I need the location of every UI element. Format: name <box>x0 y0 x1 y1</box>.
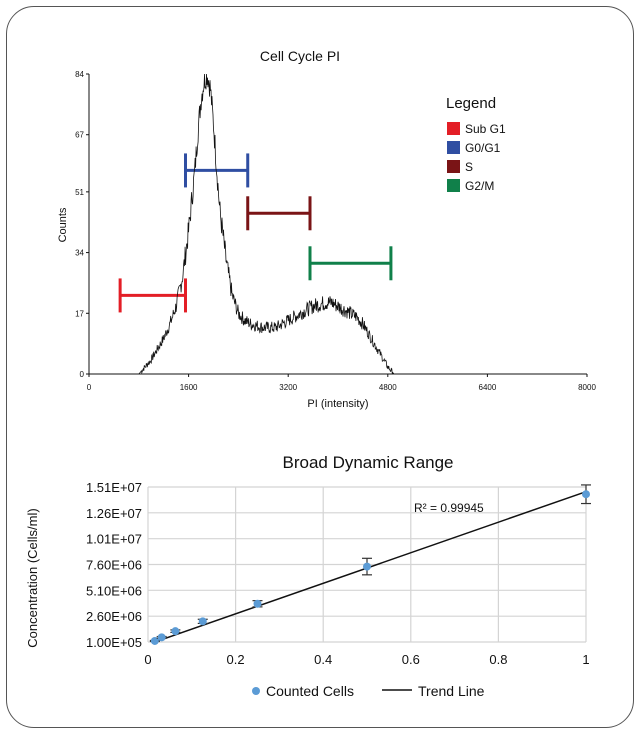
chart1-axes: 0 1600 3200 4800 6400 8000 0 17 34 51 67 84 <box>75 70 596 392</box>
y-tick-label: 1.26E+07 <box>86 506 142 521</box>
y-tick-label: 67 <box>75 131 84 140</box>
chart2-title: Broad Dynamic Range <box>282 453 453 472</box>
legend-marker-counted-cells <box>252 687 260 695</box>
x-tick-label: 0.8 <box>489 652 507 667</box>
cell-cycle-chart: Cell Cycle PI Counts PI (intensity) 0 160… <box>57 48 596 410</box>
gate-g0-g1 <box>183 153 250 188</box>
legend-label-gate-sub-g1: Sub G1 <box>465 122 506 136</box>
legend-label-gate-g0-g1: G0/G1 <box>465 141 501 155</box>
legend-swatch-gate-s <box>447 160 460 173</box>
data-point <box>253 599 262 608</box>
y-tick-label: 1.01E+07 <box>86 532 142 547</box>
gate-g2-m <box>308 246 393 281</box>
data-point <box>157 633 166 642</box>
legend-label-gate-s: S <box>465 160 473 174</box>
legend-swatch-gate-g2-m <box>447 179 460 192</box>
gate-s <box>246 196 312 231</box>
legend-title: Legend <box>446 95 496 112</box>
x-tick-label: 0 <box>87 383 92 392</box>
chart2-data <box>149 484 591 645</box>
y-tick-label: 1.51E+07 <box>86 480 142 495</box>
data-point-group <box>581 484 591 505</box>
y-tick-label: 34 <box>75 249 84 258</box>
histogram-line <box>138 73 395 375</box>
x-tick-label: 1600 <box>180 383 198 392</box>
x-tick-label: 4800 <box>379 383 397 392</box>
data-point-group <box>252 599 263 608</box>
data-point-group <box>197 617 208 626</box>
chart1-histogram <box>138 73 395 375</box>
x-tick-label: 1 <box>582 652 589 667</box>
x-tick-label: 0.2 <box>227 652 245 667</box>
legend-label-counted-cells: Counted Cells <box>266 683 354 699</box>
y-tick-label: 5.10E+06 <box>86 583 142 598</box>
x-tick-label: 0 <box>144 652 151 667</box>
data-point <box>582 490 590 499</box>
chart1-y-label: Counts <box>57 207 69 242</box>
y-tick-label: 17 <box>75 309 84 318</box>
x-tick-label: 0.4 <box>314 652 332 667</box>
figure-card <box>6 6 634 728</box>
chart2-axes: 1.00E+05 2.60E+06 5.10E+06 7.60E+06 1.01E+07… <box>86 480 590 667</box>
chart2-y-label: Concentration (Cells/ml) <box>25 508 40 647</box>
y-tick-label: 7.60E+06 <box>86 558 142 573</box>
y-tick-label: 2.60E+06 <box>86 609 142 624</box>
x-tick-label: 8000 <box>578 383 596 392</box>
chart1-gates <box>118 153 393 313</box>
gate-sub-g1 <box>118 278 187 313</box>
x-tick-label: 6400 <box>479 383 497 392</box>
chart2-legend: Counted Cells Trend Line <box>252 683 485 699</box>
legend-swatch-gate-g0-g1 <box>447 141 460 154</box>
y-tick-label: 1.00E+05 <box>86 635 142 650</box>
data-point-group <box>170 627 181 636</box>
chart1-x-label: PI (intensity) <box>307 398 368 410</box>
legend-swatch-gate-sub-g1 <box>447 122 460 135</box>
data-point <box>198 617 207 626</box>
data-point-group <box>362 557 372 576</box>
data-point <box>171 627 180 636</box>
legend-label-trend-line: Trend Line <box>418 683 485 699</box>
y-tick-label: 84 <box>75 70 84 79</box>
y-tick-label: 0 <box>80 370 85 379</box>
chart1-title: Cell Cycle PI <box>260 48 340 64</box>
dynamic-range-chart: Broad Dynamic Range Concentration (Cells… <box>25 453 591 699</box>
data-point <box>150 636 159 645</box>
r-squared-annotation: R² = 0.99945 <box>414 501 484 515</box>
chart1-legend: Legend Sub G1 G0/G1 S G2/M <box>446 95 506 193</box>
chart2-grid <box>147 486 587 643</box>
x-tick-label: 3200 <box>279 383 297 392</box>
data-point-group <box>156 633 167 642</box>
legend-label-gate-g2-m: G2/M <box>465 179 494 193</box>
x-tick-label: 0.6 <box>402 652 420 667</box>
y-tick-label: 51 <box>75 188 84 197</box>
data-point <box>363 562 371 571</box>
data-point-group <box>149 636 160 645</box>
